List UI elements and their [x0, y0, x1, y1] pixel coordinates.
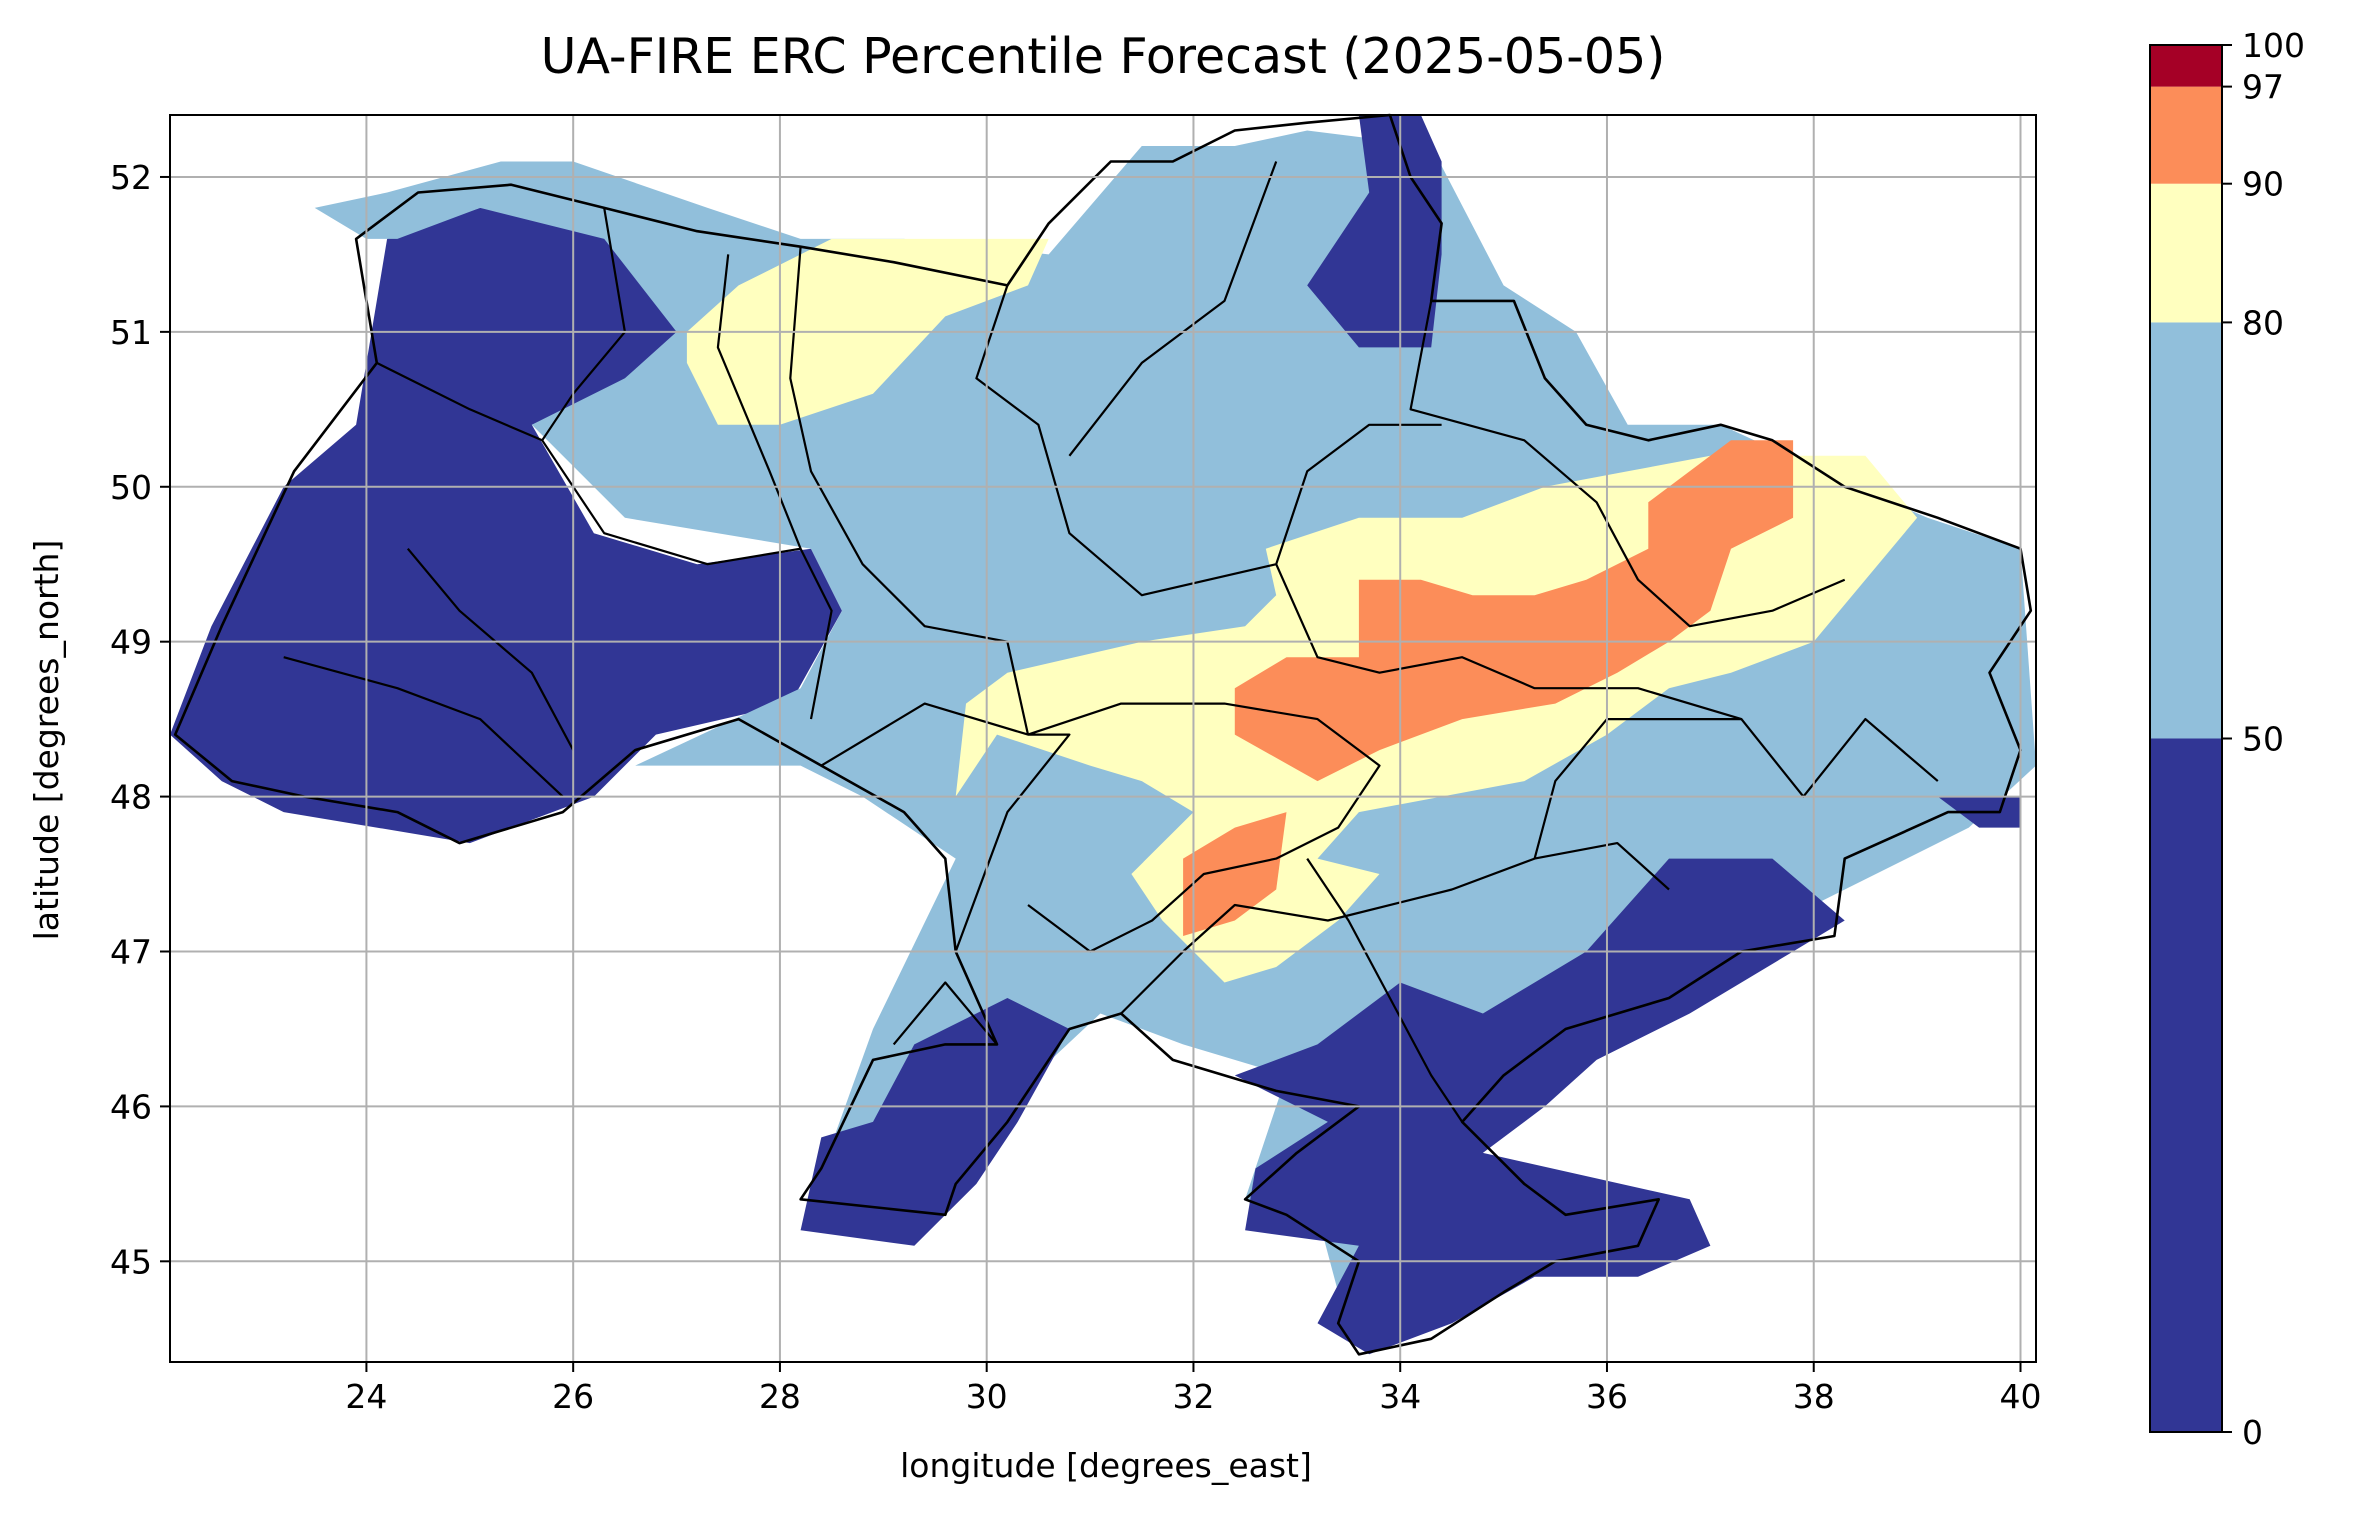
colorbar-segment: [2150, 183, 2222, 323]
region-0-50: [170, 207, 842, 844]
x-tick-label: 28: [759, 1377, 801, 1416]
region-90-97: [1183, 812, 1287, 936]
x-tick-label: 34: [1379, 1377, 1421, 1416]
y-tick-label: 50: [110, 468, 152, 507]
oblast-border: [376, 361, 833, 720]
x-tick-label: 26: [552, 1377, 594, 1416]
oblast-border: [716, 254, 802, 550]
y-tick-label: 52: [110, 158, 152, 197]
axes: 24 26 28 30 32 34 36 38 40 45 46 47 48 49 50 51 52: [110, 114, 2041, 1416]
y-tick-label: 47: [110, 932, 152, 971]
region-0-50: [800, 998, 1070, 1246]
y-tick-label: 49: [110, 623, 152, 662]
oblast-border: [1120, 841, 1670, 1015]
oblast-border: [820, 702, 1071, 952]
plot-frame: [169, 114, 2037, 1363]
country-border: [173, 113, 2033, 1356]
colorbar-segment: [2150, 738, 2222, 1432]
colorbar-tick-label: 90: [2242, 165, 2284, 204]
y-tick-label: 48: [110, 778, 152, 817]
y-axis-label: latitude [degrees_north]: [27, 540, 66, 941]
colorbar-segment: [2150, 322, 2222, 739]
grid-lines: [170, 115, 2036, 1362]
colorbar-tick-label: 50: [2242, 720, 2284, 759]
oblast-border: [1409, 300, 1846, 628]
x-axis-label: longitude [degrees_east]: [900, 1446, 1312, 1485]
x-tick-label: 32: [1172, 1377, 1214, 1416]
oblast-border: [1306, 857, 1464, 1123]
x-tick-label: 38: [1793, 1377, 1835, 1416]
colorbar-tick-label: 0: [2242, 1413, 2263, 1452]
oblast-border: [1533, 717, 1742, 859]
colorbar-tick-label: 80: [2242, 303, 2284, 342]
oblast-border: [892, 981, 998, 1046]
plot-area: [170, 115, 2037, 1355]
region-90-97: [1234, 440, 1794, 782]
oblast-border: [975, 285, 1442, 597]
colorbar-segment: [2150, 86, 2222, 184]
x-tick-label: 36: [1586, 1377, 1628, 1416]
y-tick-label: 46: [110, 1087, 152, 1126]
oblast-border: [1275, 563, 1939, 798]
colorbar-tick-label: 100: [2242, 26, 2305, 65]
y-tick-label: 45: [110, 1242, 152, 1281]
x-tick-label: 24: [345, 1377, 387, 1416]
y-tick-label: 51: [110, 313, 152, 352]
oblast-border: [1027, 702, 1381, 953]
x-tick-label: 40: [1999, 1377, 2041, 1416]
oblast-border: [283, 656, 564, 798]
colorbar-tick-label: 97: [2242, 68, 2284, 107]
oblast-border: [541, 207, 627, 441]
x-tick-label: 30: [966, 1377, 1008, 1416]
chart-title: UA-FIRE ERC Percentile Forecast (2025-05…: [540, 28, 1666, 85]
colorbar-segment: [2150, 45, 2222, 87]
